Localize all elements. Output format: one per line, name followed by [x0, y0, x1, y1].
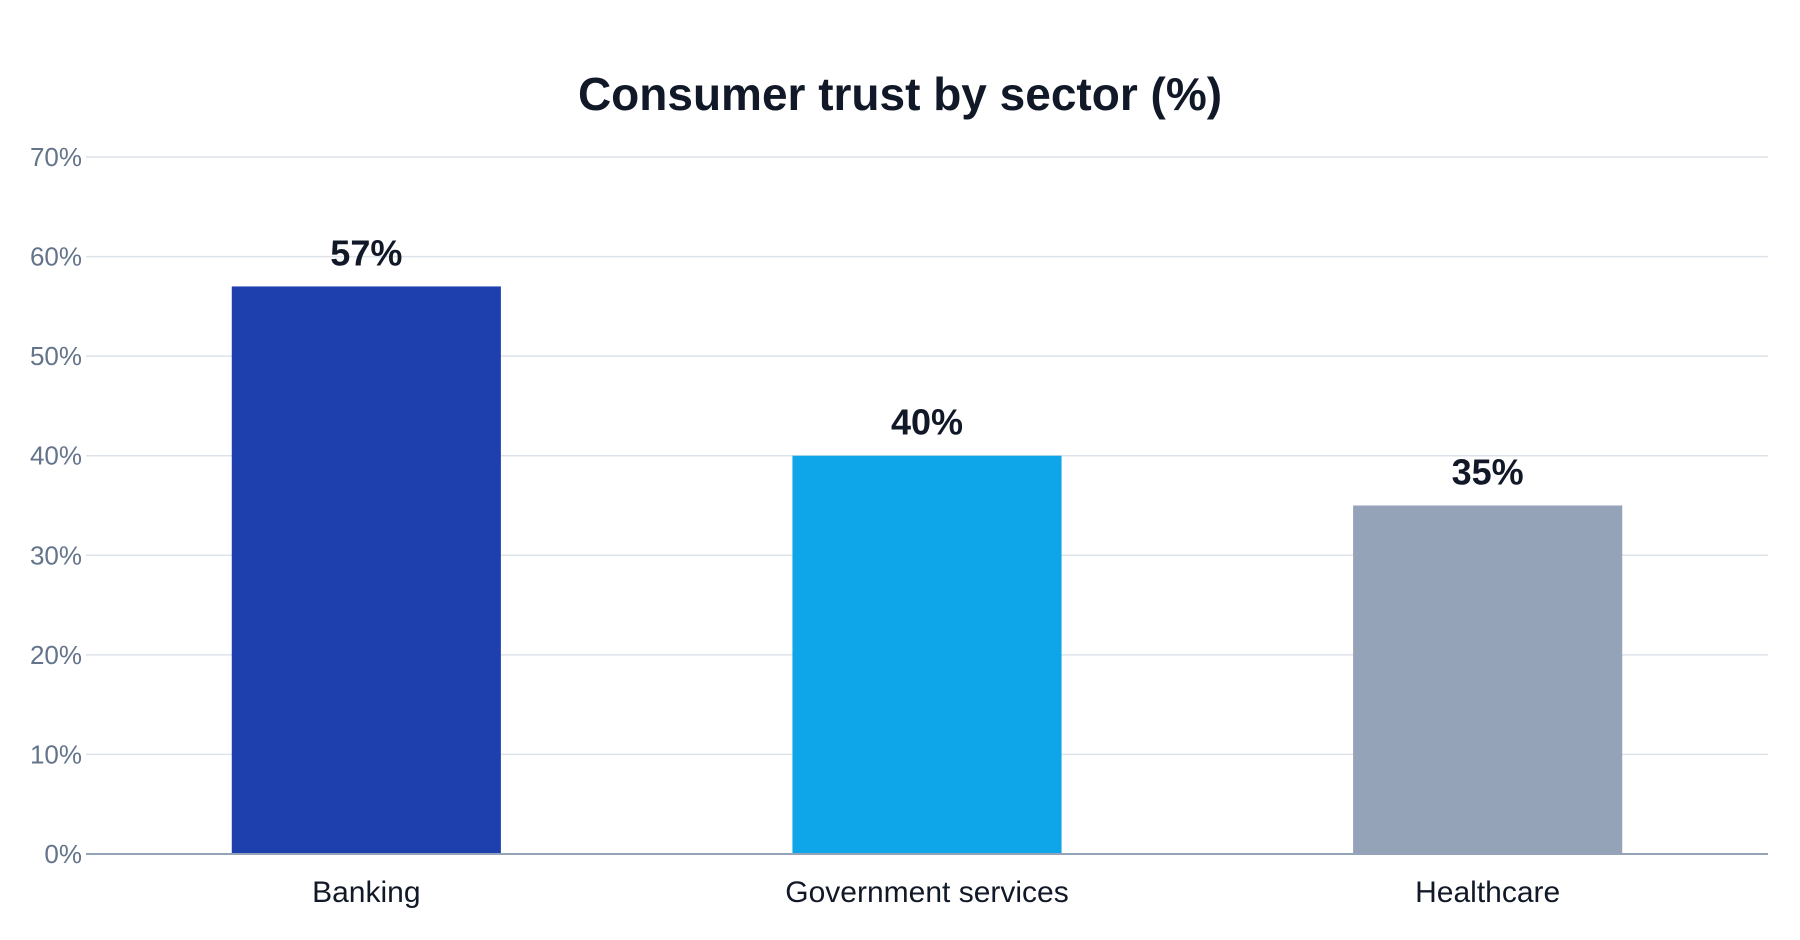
y-tick-label: 50% — [30, 341, 82, 371]
x-axis-ticks: Banking Government services Healthcare — [312, 876, 1560, 909]
bar — [792, 455, 1062, 854]
y-tick-label: 30% — [30, 540, 82, 570]
y-tick-label: 40% — [30, 441, 82, 471]
bar-value-label: 35% — [1452, 452, 1524, 493]
bar — [1353, 505, 1623, 854]
x-tick-label: Healthcare — [1415, 876, 1560, 909]
y-axis-ticks: 0% 10% 20% 30% 40% 50% 60% 70% — [30, 142, 82, 869]
bar — [231, 286, 501, 854]
y-tick-label: 10% — [30, 739, 82, 769]
bar-value-label: 57% — [330, 232, 402, 273]
bars — [231, 286, 1623, 854]
y-tick-label: 0% — [44, 839, 82, 869]
chart-title: Consumer trust by sector (%) — [578, 68, 1222, 120]
y-tick-label: 70% — [30, 142, 82, 172]
x-tick-label: Banking — [312, 876, 420, 909]
y-tick-label: 20% — [30, 640, 82, 670]
x-tick-label: Government services — [785, 876, 1068, 909]
bar-value-label: 40% — [891, 402, 963, 443]
data-labels: 57% 40% 35% — [330, 232, 1523, 492]
y-tick-label: 60% — [30, 242, 82, 272]
